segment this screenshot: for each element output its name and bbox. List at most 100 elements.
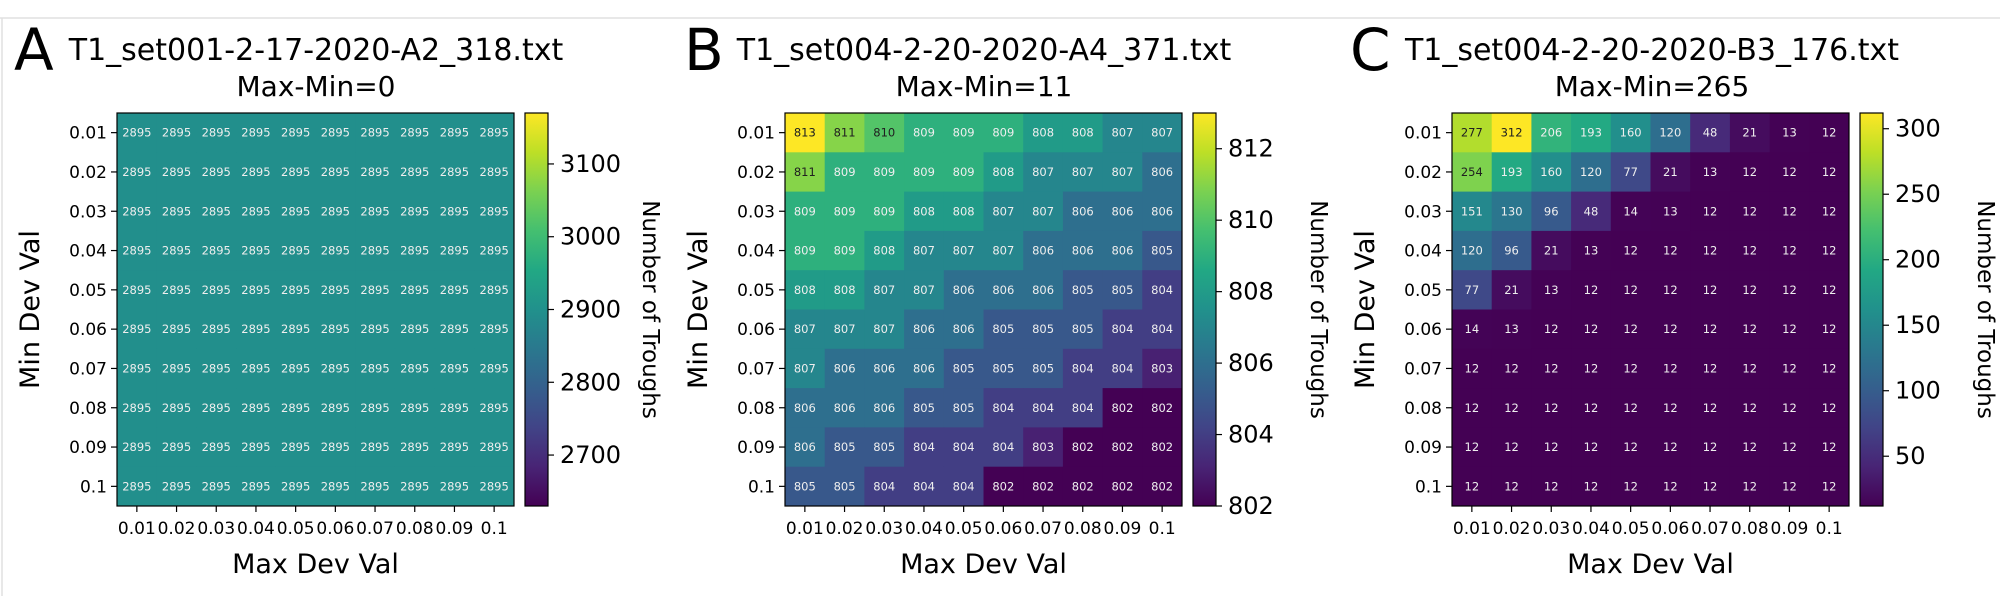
cell-value-label: 2895 [360, 479, 389, 493]
heatmap-cell [1491, 191, 1532, 232]
x-tick-label: 0.03 [197, 519, 235, 539]
cell-value-label: 804 [1111, 322, 1133, 336]
cell-value-label: 806 [1032, 283, 1054, 297]
cell-value-label: 806 [1072, 244, 1094, 258]
cell-value-label: 2895 [281, 479, 310, 493]
cell-value-label: 806 [1111, 204, 1133, 218]
heatmap-cell [1809, 270, 1850, 310]
heatmap-cell [1729, 152, 1771, 193]
cell-value-label: 12 [1465, 440, 1480, 454]
cell-value-label: 805 [1151, 244, 1173, 258]
cell-value-label: 811 [794, 165, 816, 179]
colorbar-tick-label: 810 [1228, 206, 1274, 234]
cell-value-label: 2895 [202, 283, 231, 297]
cell-value-label: 809 [834, 204, 856, 218]
cell-value-label: 2895 [400, 165, 429, 179]
heatmap-cell [824, 270, 865, 310]
colorbar-label: Number of Troughs [637, 200, 663, 419]
y-tick-label: 0.06 [69, 320, 107, 340]
cell-value-label: 806 [953, 322, 975, 336]
heatmap-cell [943, 309, 984, 350]
colorbar-tick-label: 2800 [560, 368, 621, 396]
heatmap-cell [474, 388, 515, 428]
heatmap-cell [1690, 152, 1731, 193]
colorbar-tick-label: 806 [1228, 349, 1274, 377]
x-tick-label: 0.05 [277, 519, 315, 539]
cell-value-label: 2895 [281, 204, 310, 218]
heatmap-cell [434, 388, 475, 428]
heatmap-cell [156, 152, 197, 193]
heatmap-cell [983, 388, 1024, 428]
cell-value-label: 21 [1504, 283, 1519, 297]
cell-value-label: 804 [1151, 283, 1173, 297]
heatmap-cell [236, 230, 277, 271]
heatmap-cell [394, 230, 436, 271]
cell-value-label: 77 [1465, 283, 1480, 297]
heatmap-cell [1729, 113, 1771, 153]
heatmap-cell [1729, 191, 1771, 232]
heatmap-cell [824, 348, 865, 389]
cell-value-label: 130 [1501, 204, 1523, 218]
heatmap-cell [1610, 388, 1651, 428]
cell-value-label: 2895 [122, 204, 151, 218]
y-axis-label: Min Dev Val [1350, 230, 1381, 389]
x-tick-label: 0.08 [1731, 519, 1769, 539]
cell-value-label: 21 [1544, 244, 1559, 258]
heatmap-cell [1610, 270, 1651, 310]
heatmap-cell [355, 427, 396, 468]
heatmap-cell [1650, 191, 1691, 232]
y-tick-label: 0.03 [69, 202, 107, 222]
cell-value-label: 12 [1703, 244, 1718, 258]
cell-value-label: 13 [1663, 204, 1678, 218]
heatmap-cell [1452, 152, 1493, 193]
cell-value-label: 807 [1032, 204, 1054, 218]
heatmap-cell [1809, 466, 1850, 507]
heatmap-cell [1650, 270, 1691, 310]
cell-value-label: 12 [1742, 361, 1757, 375]
heatmap-cell [1809, 388, 1850, 428]
heatmap-cell [196, 152, 237, 193]
cell-value-label: 804 [953, 440, 975, 454]
heatmap-cell [1690, 113, 1731, 153]
cell-value-label: 805 [953, 361, 975, 375]
heatmap-cell [904, 309, 945, 350]
y-tick-label: 0.08 [1404, 399, 1442, 419]
cell-value-label: 2895 [440, 204, 469, 218]
cell-value-label: 2895 [281, 401, 310, 415]
cell-value-label: 809 [953, 126, 975, 140]
cell-value-label: 2895 [480, 283, 509, 297]
heatmap-cell [117, 388, 158, 428]
heatmap-cell [1531, 113, 1572, 153]
cell-value-label: 808 [913, 204, 935, 218]
cell-value-label: 809 [873, 204, 895, 218]
cell-value-label: 806 [834, 401, 856, 415]
chart-title: T1_set001-2-17-2020-A2_318.txt [68, 33, 564, 68]
cell-value-label: 2895 [241, 165, 270, 179]
heatmap-cell [1102, 309, 1143, 350]
cell-value-label: 2895 [162, 165, 191, 179]
heatmap-cell [1610, 191, 1651, 232]
heatmap-cell [1023, 270, 1064, 310]
cell-value-label: 802 [1072, 440, 1094, 454]
heatmap-cell [983, 113, 1024, 153]
cell-value-label: 12 [1544, 322, 1559, 336]
cell-value-label: 12 [1822, 401, 1837, 415]
heatmap-cell [1769, 466, 1810, 507]
cell-value-label: 12 [1703, 204, 1718, 218]
cell-value-label: 12 [1663, 479, 1678, 493]
heatmap-cell [196, 191, 237, 232]
cell-value-label: 2895 [440, 165, 469, 179]
heatmap-cell [1769, 427, 1810, 468]
heatmap-cell [904, 191, 945, 232]
cell-value-label: 2895 [162, 479, 191, 493]
cell-value-label: 96 [1504, 244, 1519, 258]
cell-value-label: 804 [1111, 361, 1133, 375]
cell-value-label: 14 [1623, 204, 1638, 218]
heatmap-cell [275, 152, 316, 193]
cell-value-label: 12 [1544, 479, 1559, 493]
cell-value-label: 808 [1032, 126, 1054, 140]
heatmap-cell [196, 388, 237, 428]
heatmap-cell [1571, 113, 1612, 153]
heatmap-cell [904, 427, 945, 468]
heatmap-cell [474, 230, 515, 271]
